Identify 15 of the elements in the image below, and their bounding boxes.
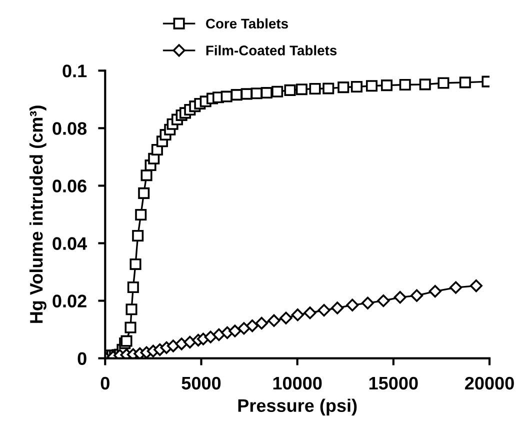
- y-tick-label: 0.1: [62, 64, 87, 78]
- y-tick-label: 0.06: [52, 180, 86, 192]
- x-tick-label: 20000: [465, 376, 514, 390]
- x-tick-label: 15000: [369, 376, 418, 390]
- y-axis-title: Hg Volume intruded (cm³): [29, 106, 46, 323]
- x-tick-label: 0: [100, 376, 110, 390]
- y-tick-label: 0.08: [52, 122, 87, 135]
- x-axis-title: Pressure (psi): [238, 398, 357, 416]
- x-tick-label: 5000: [182, 376, 221, 390]
- legend-label: Core Tablets: [206, 18, 288, 29]
- legend-label: Film-Coated Tablets: [206, 45, 337, 56]
- y-tick-label: 0.02: [52, 294, 86, 308]
- y-tick-label: 0: [78, 352, 86, 365]
- x-tick-label: 10000: [273, 376, 322, 390]
- y-tick-label: 0.04: [52, 237, 88, 250]
